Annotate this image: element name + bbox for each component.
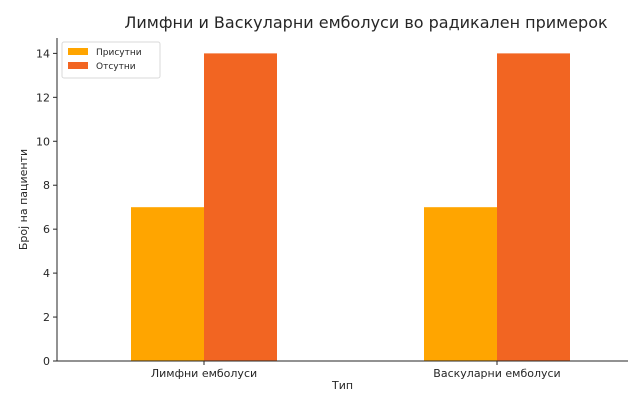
x-axis-label: Тип xyxy=(331,379,353,392)
bar-present-2 xyxy=(424,207,497,361)
legend-swatch-absent xyxy=(68,62,88,69)
legend-label-present: Присутни xyxy=(96,48,142,58)
y-tick-label: 2 xyxy=(43,311,50,324)
legend-label-absent: Отсутни xyxy=(96,62,136,72)
legend-swatch-present xyxy=(68,48,88,55)
y-tick-label: 14 xyxy=(36,47,50,60)
y-tick-label: 8 xyxy=(43,179,50,192)
y-axis-label: Број на пациенти xyxy=(17,149,30,250)
y-tick-label: 12 xyxy=(36,91,50,104)
y-tick-label: 6 xyxy=(43,223,50,236)
x-axis-ticks: Лимфни емболуси Васкуларни емболуси xyxy=(151,361,561,380)
bar-absent-2 xyxy=(497,53,570,361)
y-tick-label: 10 xyxy=(36,135,50,148)
y-tick-label: 4 xyxy=(43,267,50,280)
y-tick-label: 0 xyxy=(43,355,50,368)
bar-absent-1 xyxy=(204,53,277,361)
legend: Присутни Отсутни xyxy=(61,41,161,79)
y-axis-ticks: 0 2 4 6 8 10 12 14 xyxy=(36,47,57,368)
bar-present-1 xyxy=(131,207,204,361)
bars-group xyxy=(131,53,570,361)
x-tick-label: Лимфни емболуси xyxy=(151,367,257,380)
x-tick-label: Васкуларни емболуси xyxy=(433,367,560,380)
chart-title: Лимфни и Васкуларни емболуси во радикале… xyxy=(124,13,608,32)
